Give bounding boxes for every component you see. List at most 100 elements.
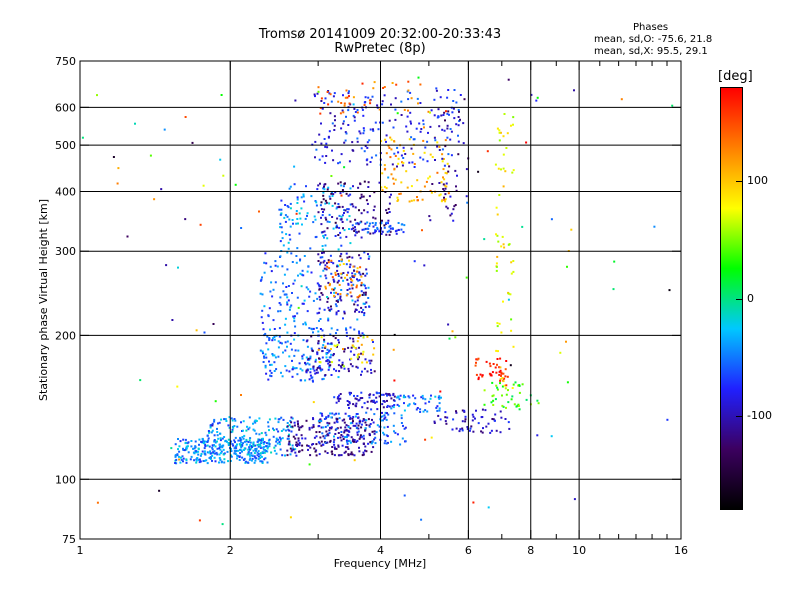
data-point xyxy=(340,194,343,197)
data-point xyxy=(503,113,506,115)
data-point xyxy=(324,216,327,219)
data-point xyxy=(284,365,287,368)
data-point xyxy=(360,212,363,215)
data-point xyxy=(299,217,302,220)
data-point xyxy=(368,255,371,258)
data-point xyxy=(216,447,219,450)
data-point xyxy=(319,318,322,320)
y-tick-label: 200 xyxy=(55,329,76,342)
data-point xyxy=(330,259,333,262)
data-point xyxy=(324,199,327,202)
data-point xyxy=(498,322,501,325)
data-point xyxy=(388,146,391,149)
data-point xyxy=(449,195,452,198)
data-point xyxy=(219,452,222,455)
data-point xyxy=(349,187,352,190)
data-point xyxy=(249,441,252,444)
data-point xyxy=(275,437,278,440)
data-point xyxy=(330,272,333,275)
data-point xyxy=(218,421,221,424)
data-point xyxy=(502,243,505,246)
data-point xyxy=(339,161,341,164)
data-point xyxy=(361,311,363,314)
data-point xyxy=(269,374,272,377)
data-point xyxy=(496,255,499,258)
data-point xyxy=(327,434,330,437)
data-point xyxy=(367,253,369,256)
data-point xyxy=(323,418,326,420)
data-point xyxy=(382,419,384,422)
data-point xyxy=(289,425,292,428)
data-point xyxy=(221,523,224,526)
data-point xyxy=(239,444,242,447)
data-point xyxy=(223,418,226,421)
data-point xyxy=(243,457,246,460)
data-point xyxy=(342,227,344,230)
data-point xyxy=(443,164,446,167)
data-point xyxy=(366,231,369,234)
data-point xyxy=(444,145,447,148)
data-point xyxy=(201,437,204,440)
data-point xyxy=(326,296,329,298)
data-point xyxy=(269,369,272,372)
data-point xyxy=(327,103,330,106)
data-point xyxy=(372,393,375,396)
data-point xyxy=(250,452,253,454)
data-point xyxy=(352,103,355,106)
data-point xyxy=(449,128,452,130)
data-point xyxy=(335,369,338,372)
data-point xyxy=(346,274,349,277)
data-point xyxy=(372,209,375,212)
data-point xyxy=(274,356,277,359)
data-point xyxy=(271,339,274,342)
data-point xyxy=(363,402,366,405)
data-point xyxy=(494,366,497,369)
data-point xyxy=(243,449,246,451)
data-point xyxy=(403,224,406,227)
data-point xyxy=(332,335,335,338)
data-point xyxy=(335,447,338,450)
data-point xyxy=(392,126,395,129)
data-point xyxy=(343,310,346,313)
data-point xyxy=(489,373,492,376)
data-point xyxy=(249,444,252,447)
data-point xyxy=(438,182,441,184)
data-point xyxy=(270,281,273,284)
data-point xyxy=(386,404,389,407)
data-point xyxy=(356,340,359,343)
data-point xyxy=(301,269,304,272)
data-point xyxy=(222,453,225,456)
data-point xyxy=(392,182,395,185)
data-point xyxy=(337,100,340,103)
data-point xyxy=(263,271,266,274)
data-point xyxy=(296,202,299,204)
data-point xyxy=(481,375,484,378)
data-point xyxy=(407,98,410,101)
data-point xyxy=(400,100,403,103)
data-point xyxy=(255,432,258,435)
data-point xyxy=(333,129,336,131)
data-point xyxy=(474,417,476,420)
data-point xyxy=(179,461,182,464)
data-point xyxy=(381,219,383,222)
data-point xyxy=(444,193,447,196)
data-point xyxy=(409,91,412,94)
data-point xyxy=(341,189,344,191)
data-point xyxy=(184,116,187,118)
data-point xyxy=(342,111,345,114)
data-point xyxy=(298,362,301,365)
data-point xyxy=(358,254,361,257)
axis-ticks xyxy=(79,60,682,540)
data-point xyxy=(428,215,431,218)
data-point xyxy=(509,364,512,367)
data-point xyxy=(392,406,395,409)
data-point xyxy=(347,124,350,126)
data-point xyxy=(510,329,513,332)
data-point xyxy=(223,458,226,461)
data-point xyxy=(353,303,356,306)
data-point xyxy=(322,261,325,264)
data-point xyxy=(219,448,222,451)
data-point xyxy=(346,446,349,449)
data-point xyxy=(386,406,389,408)
data-point xyxy=(331,453,334,456)
